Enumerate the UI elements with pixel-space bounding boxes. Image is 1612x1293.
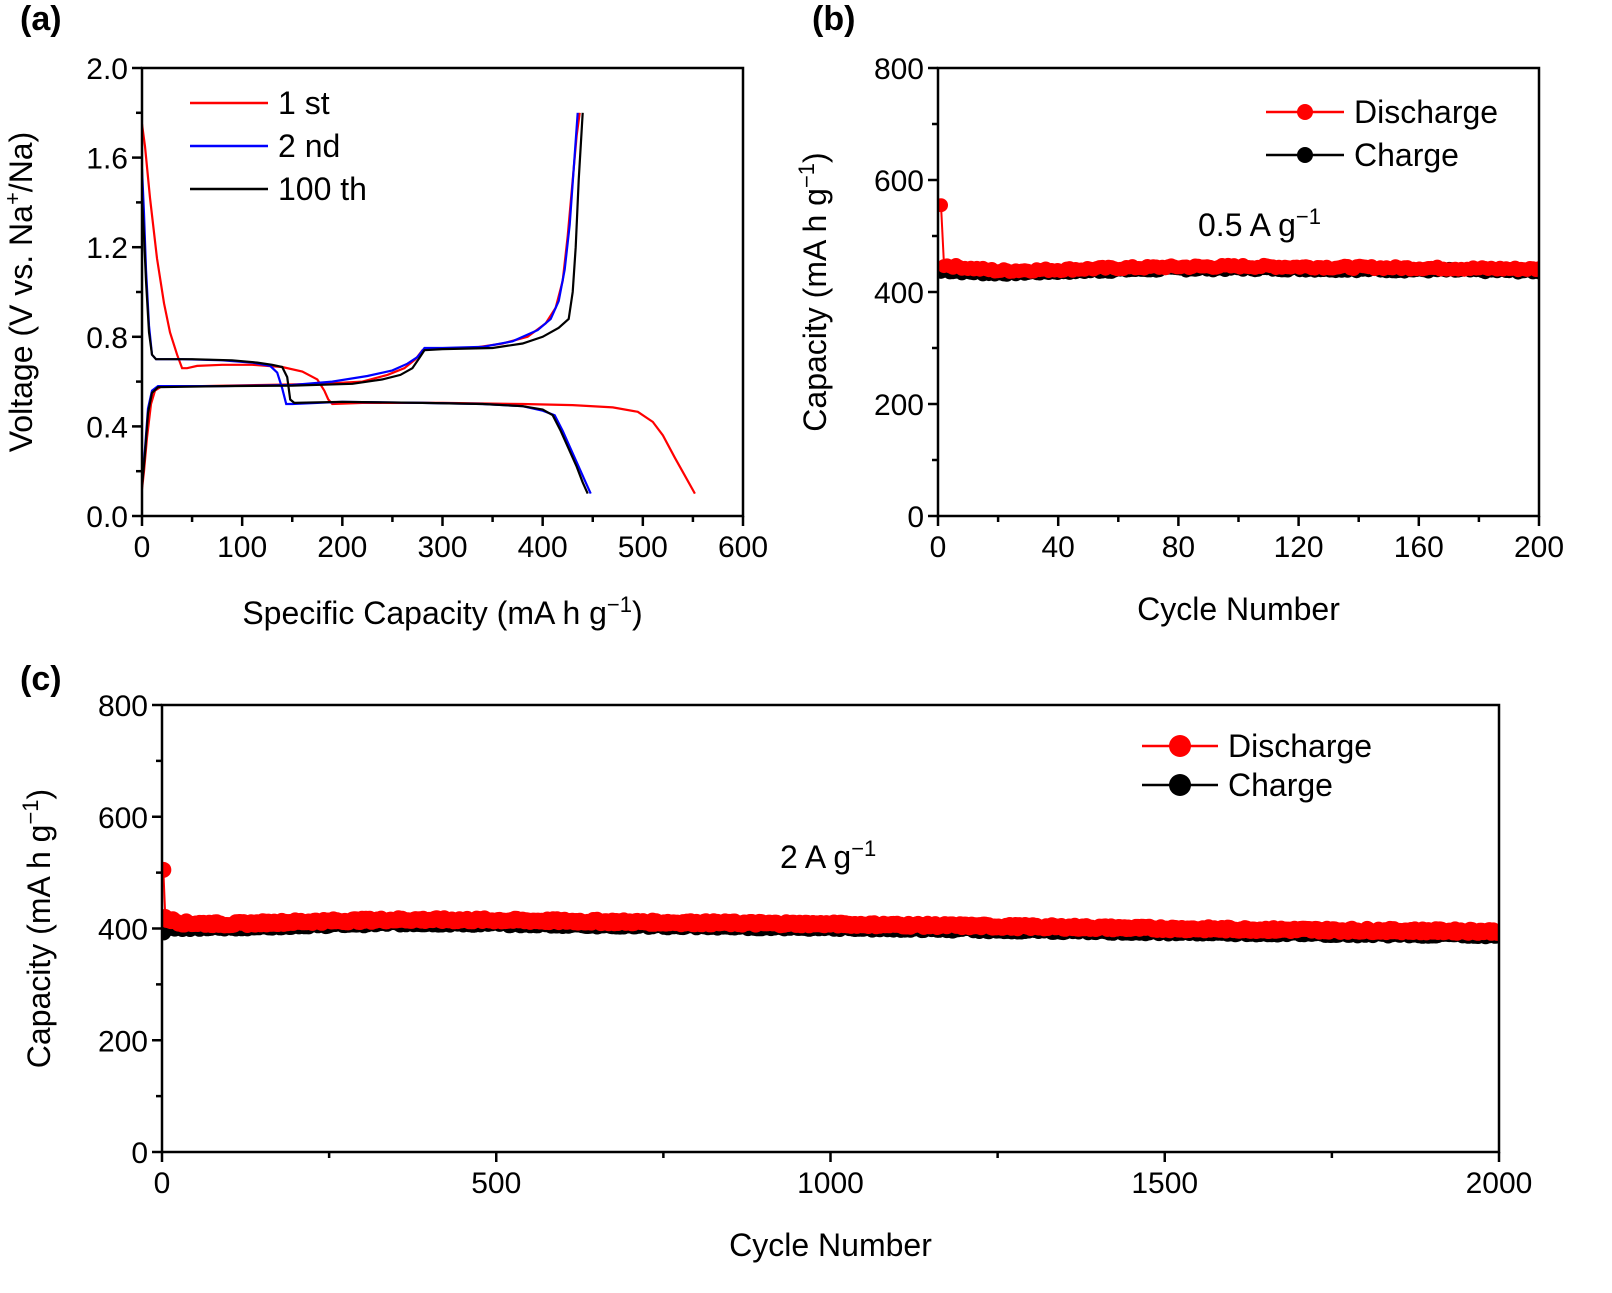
legend-label: 1 st — [278, 85, 330, 121]
series-line-1-discharge — [142, 123, 696, 495]
x-tick-label: 0 — [154, 1167, 171, 1200]
y-tick-label: 0.8 — [86, 322, 128, 355]
plot-area — [162, 861, 1499, 945]
legend-label: Charge — [1354, 137, 1459, 173]
legend-label: Charge — [1228, 767, 1333, 803]
axes-frame — [936, 66, 1541, 518]
panel-a: (a) 0 100 200 300 400 500 600 0.0 0.4 0.8 1.2 1.6 2.0… — [0, 0, 768, 631]
x-tick-label: 300 — [417, 531, 467, 564]
x-tick-label: 0 — [930, 531, 947, 564]
y-tick-label: 0.0 — [86, 501, 128, 534]
data-point — [1532, 261, 1539, 276]
series-line-3-charge — [142, 112, 584, 487]
panel-label: (c) — [20, 660, 62, 698]
panel-label: (a) — [20, 0, 62, 38]
x-tick-label: 500 — [471, 1167, 521, 1200]
y-axis-title: Capacity (mA h g−1) — [794, 152, 833, 431]
legend-label: 100 th — [278, 171, 367, 207]
x-tick-label: 1500 — [1131, 1167, 1198, 1200]
first-cycle-point — [162, 861, 172, 878]
y-axis-title: Capacity (mA h g−1) — [18, 789, 57, 1068]
y-tick-label: 200 — [98, 1025, 148, 1058]
x-tick-label: 100 — [217, 531, 267, 564]
x-axis-title: Cycle Number — [1137, 591, 1340, 627]
y-tick-label: 1.6 — [86, 143, 128, 176]
legend-label: 2 nd — [278, 128, 340, 164]
data-point — [1491, 924, 1499, 940]
series-line-2-discharge — [142, 168, 592, 495]
x-tick-label: 1000 — [797, 1167, 864, 1200]
axes-frame — [140, 66, 745, 518]
series-line-1-charge — [142, 112, 581, 490]
y-tick-label: 600 — [874, 165, 924, 198]
rate-annotation: 0.5 A g−1 — [1198, 204, 1321, 243]
legend-marker — [1169, 774, 1191, 796]
y-tick-label: 0 — [131, 1137, 148, 1170]
y-tick-label: 0.4 — [86, 411, 128, 444]
y-tick-label: 2.0 — [86, 53, 128, 86]
x-tick-label: 120 — [1274, 531, 1324, 564]
series-discharge — [162, 861, 1499, 941]
x-tick-label: 40 — [1042, 531, 1075, 564]
x-tick-label: 200 — [1514, 531, 1564, 564]
legend-label: Discharge — [1354, 94, 1498, 130]
first-cycle-point — [938, 198, 949, 213]
y-tick-label: 800 — [874, 53, 924, 86]
y-tick-label: 600 — [98, 802, 148, 835]
y-tick-label: 0 — [907, 501, 924, 534]
legend-label: Discharge — [1228, 728, 1372, 764]
legend: Discharge Charge — [1266, 94, 1498, 173]
panel-b: (b) 0 40 80 120 160 200 0 200 400 600 800 Cycle Numb… — [794, 0, 1564, 627]
legend-marker — [1169, 735, 1191, 757]
panel-c: (c) 0 500 1000 1500 2000 0 200 400 600 800 Cycle Nu… — [18, 660, 1532, 1263]
x-tick-label: 80 — [1162, 531, 1195, 564]
series-line-3-discharge — [142, 197, 589, 495]
y-tick-label: 200 — [874, 389, 924, 422]
x-tick-label: 600 — [718, 531, 768, 564]
x-tick-label: 400 — [518, 531, 568, 564]
x-axis-title: Cycle Number — [729, 1227, 932, 1263]
series-discharge — [938, 198, 1539, 279]
y-tick-label: 800 — [98, 690, 148, 723]
y-axis-title: Voltage (V vs. Na+/Na) — [0, 132, 39, 453]
y-tick-label: 400 — [98, 914, 148, 947]
plot-area — [938, 198, 1539, 282]
y-tick-label: 1.2 — [86, 232, 128, 265]
x-axis-title: Specific Capacity (mA h g−1) — [242, 592, 642, 631]
plot-area — [142, 112, 696, 495]
x-tick-label: 500 — [618, 531, 668, 564]
rate-annotation: 2 A g−1 — [780, 836, 876, 875]
legend: 1 st 2 nd 100 th — [190, 85, 367, 207]
legend-marker — [1297, 104, 1313, 120]
panel-label: (b) — [812, 0, 855, 38]
first-cycle-line — [162, 869, 167, 919]
y-tick-label: 400 — [874, 277, 924, 310]
first-cycle-line — [940, 205, 946, 266]
x-tick-label: 200 — [317, 531, 367, 564]
x-tick-label: 2000 — [1466, 1167, 1533, 1200]
x-tick-label: 160 — [1394, 531, 1444, 564]
series-line-2-charge — [142, 112, 579, 483]
x-tick-label: 0 — [134, 531, 151, 564]
legend-marker — [1297, 147, 1313, 163]
